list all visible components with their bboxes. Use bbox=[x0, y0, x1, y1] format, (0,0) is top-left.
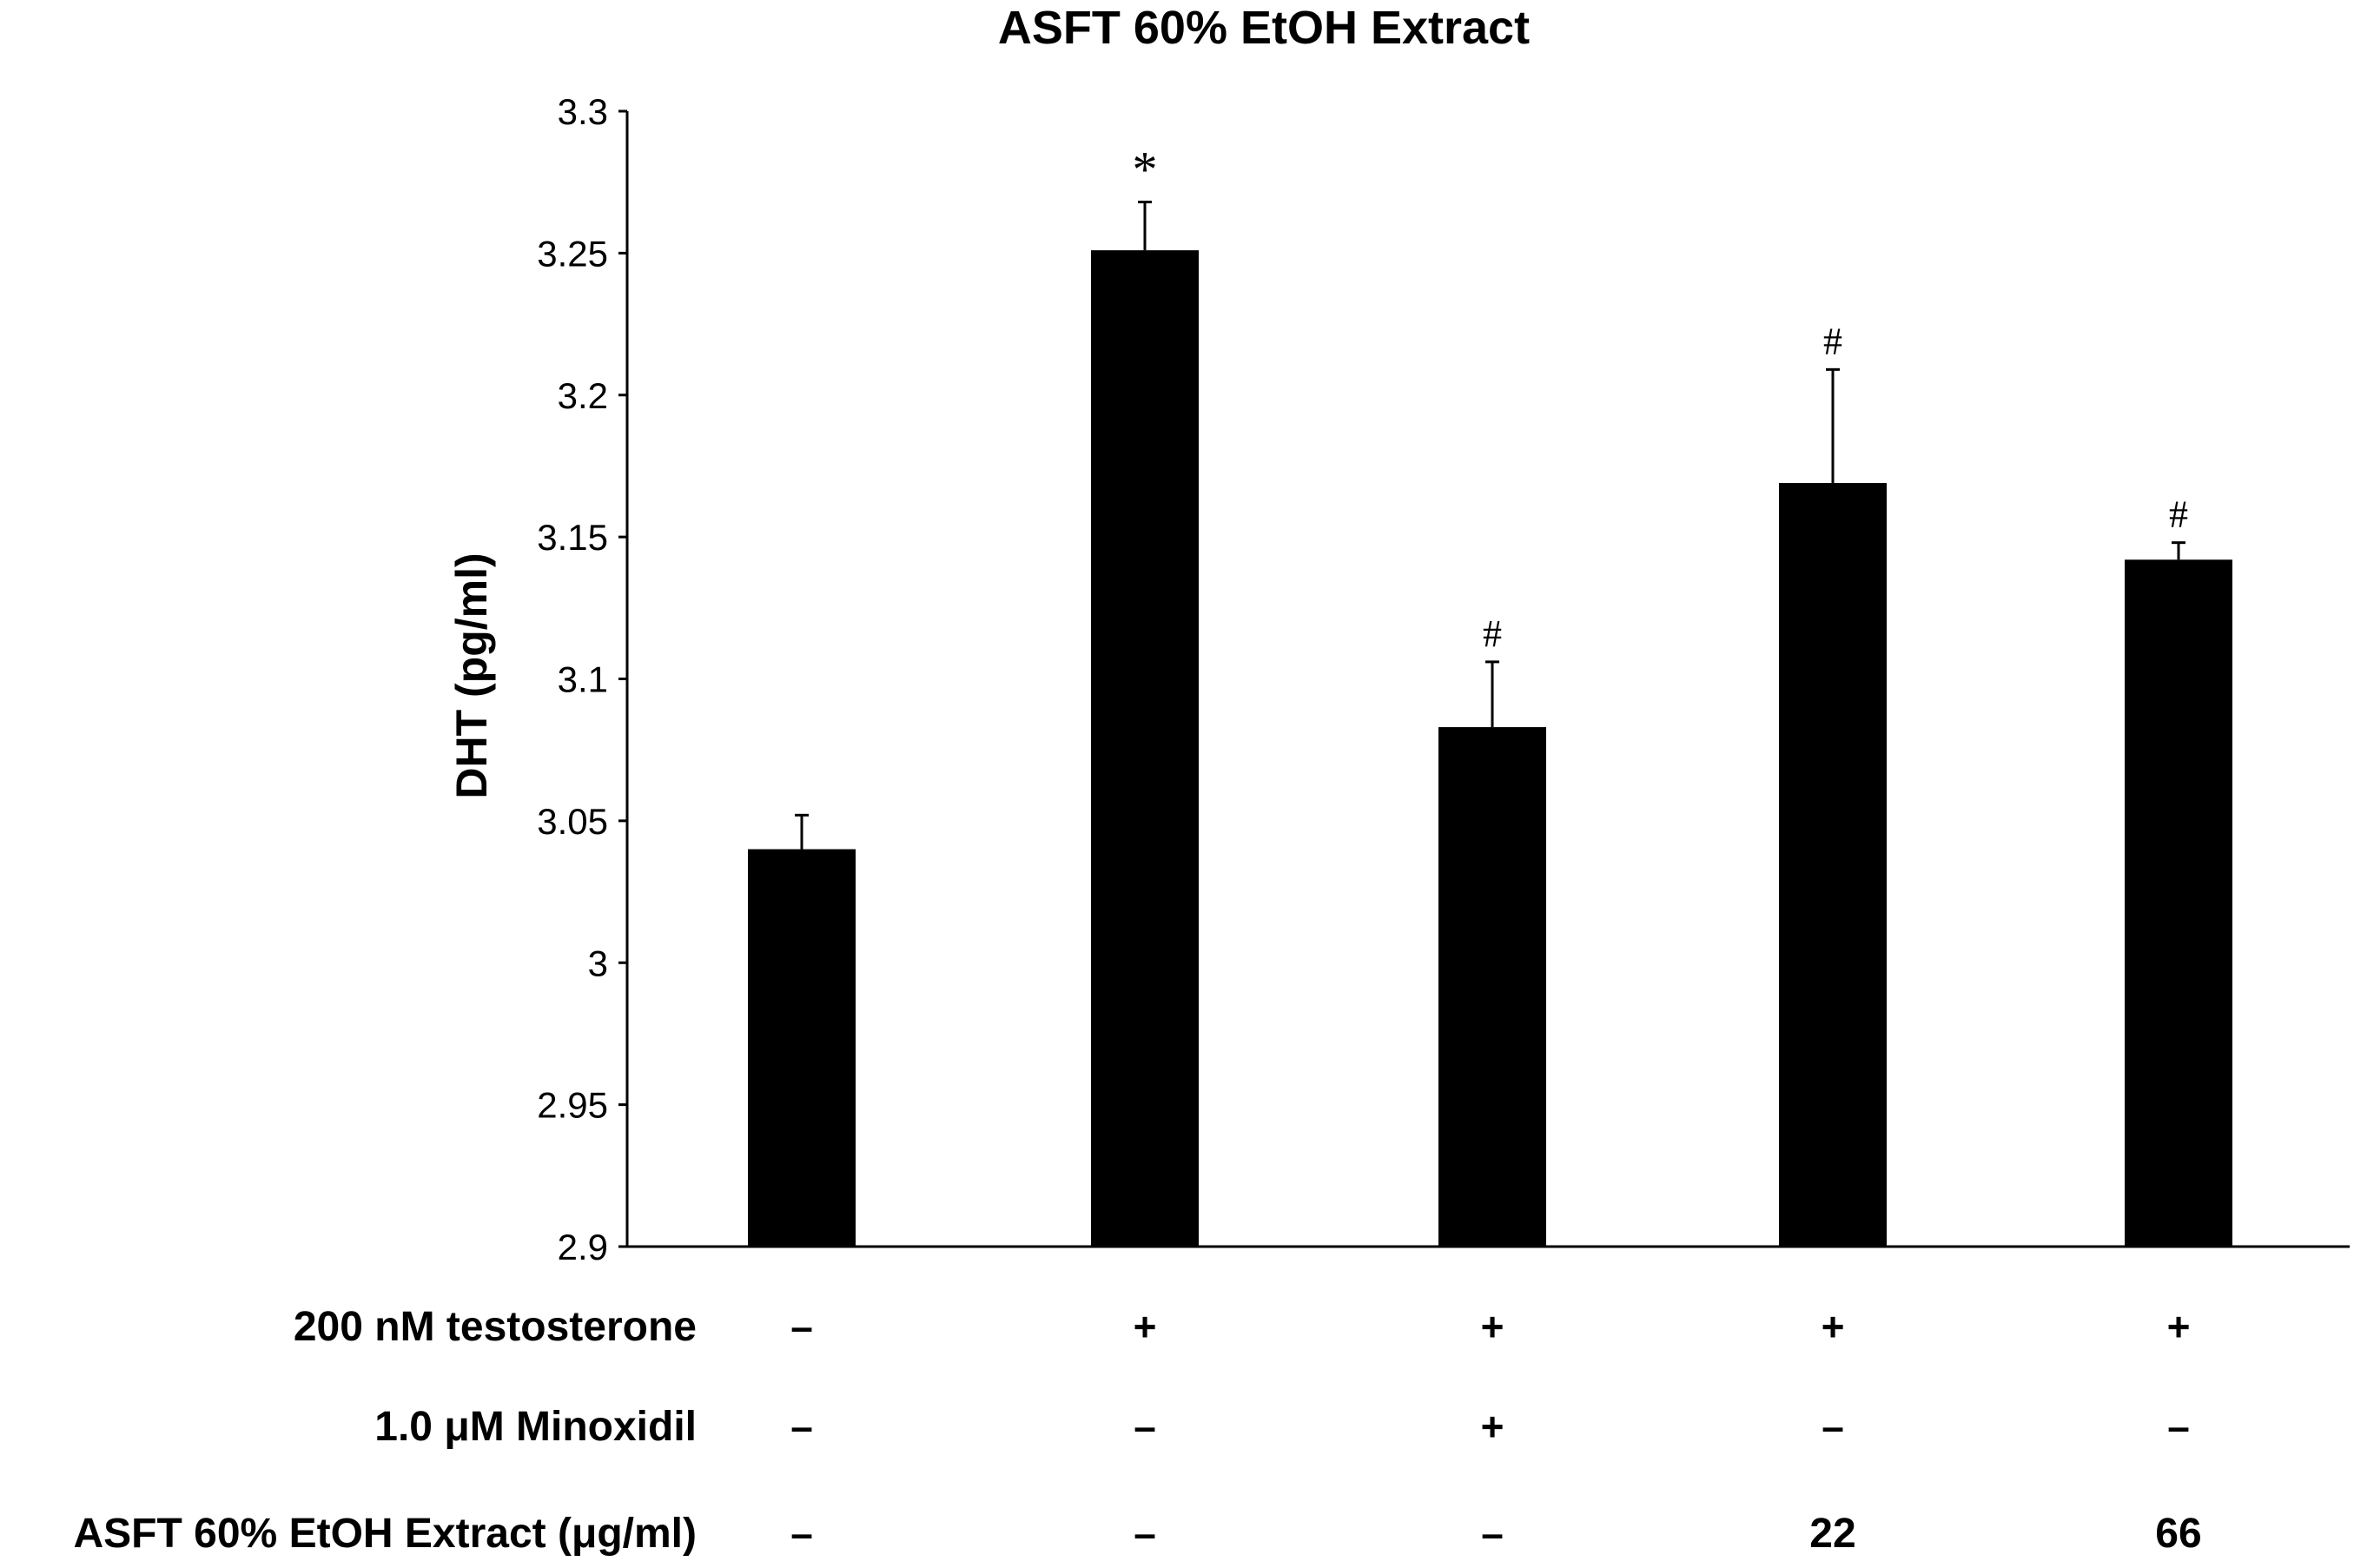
condition-label-3: ASFT 60% EtOH Extract (μg/ml) bbox=[74, 1511, 698, 1557]
bar-2 bbox=[1091, 250, 1199, 1247]
error-bars bbox=[795, 201, 2185, 850]
significance-mark-2: * bbox=[1133, 142, 1158, 198]
condition-cell-3-4: 22 bbox=[1809, 1511, 1855, 1557]
condition-cell-3-1: – bbox=[790, 1511, 813, 1556]
condition-label-2: 1.0 μM Minoxidil bbox=[374, 1404, 697, 1450]
condition-cell-3-5: 66 bbox=[2155, 1511, 2201, 1557]
y-tick-label: 3.05 bbox=[537, 801, 608, 842]
significance-mark-4: # bbox=[1823, 320, 1842, 362]
significance-annotations: * # # # bbox=[1133, 142, 2189, 655]
y-tick-label: 3 bbox=[588, 943, 608, 983]
y-tick-label: 2.95 bbox=[537, 1085, 608, 1126]
condition-cell-1-1: – bbox=[790, 1304, 813, 1349]
bar-3 bbox=[1438, 727, 1546, 1247]
bar-1 bbox=[748, 849, 856, 1247]
y-axis-ticks: 2.9 2.95 3 3.05 3.1 3.15 3.2 3.25 3.3 bbox=[537, 91, 627, 1267]
condition-cell-1-4: + bbox=[1822, 1304, 1845, 1349]
chart-title: ASFT 60% EtOH Extract bbox=[998, 2, 1530, 54]
condition-cell-2-1: – bbox=[790, 1404, 813, 1449]
condition-cell-2-5: – bbox=[2167, 1404, 2190, 1449]
condition-cell-1-5: + bbox=[2167, 1304, 2191, 1349]
y-tick-label: 3.1 bbox=[558, 659, 608, 700]
y-tick-label: 3.15 bbox=[537, 517, 608, 558]
y-axis-label: DHT (pg/ml) bbox=[447, 552, 496, 798]
condition-cell-2-4: – bbox=[1822, 1404, 1844, 1449]
significance-mark-3: # bbox=[1483, 612, 1502, 655]
condition-cell-1-2: + bbox=[1134, 1304, 1157, 1349]
y-tick-label: 3.2 bbox=[558, 375, 608, 416]
bars bbox=[748, 250, 2232, 1247]
condition-cell-2-3: + bbox=[1481, 1404, 1504, 1449]
condition-cell-3-3: – bbox=[1481, 1511, 1504, 1556]
significance-mark-5: # bbox=[2169, 493, 2188, 536]
condition-cell-3-2: – bbox=[1134, 1511, 1156, 1556]
y-tick-label: 3.3 bbox=[558, 91, 608, 132]
condition-cell-2-2: – bbox=[1134, 1404, 1156, 1449]
y-tick-label: 3.25 bbox=[537, 233, 608, 274]
bar-5 bbox=[2125, 559, 2232, 1247]
y-tick-label: 2.9 bbox=[558, 1227, 608, 1267]
condition-table: 200 nM testosterone – + + + +1.0 μM Minoxidil… bbox=[74, 1304, 2202, 1557]
condition-label-1: 200 nM testosterone bbox=[294, 1304, 697, 1350]
condition-cell-1-3: + bbox=[1481, 1304, 1504, 1349]
bar-4 bbox=[1779, 483, 1887, 1247]
